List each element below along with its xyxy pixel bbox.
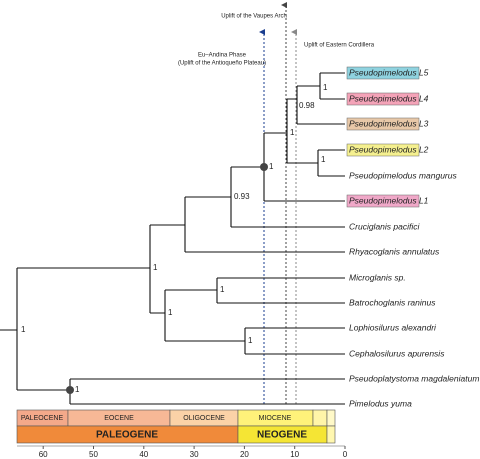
- support-value: 1: [75, 385, 80, 394]
- taxon-label: Pseudopimelodus L4: [349, 93, 429, 103]
- support-value: 1: [248, 336, 253, 345]
- timescale: [16, 409, 345, 447]
- taxon-label: Pseudopimelodus L2: [349, 144, 429, 154]
- node-marker: [66, 386, 74, 394]
- taxon-label: Microglanis sp.: [349, 272, 406, 282]
- tip-highlight: [346, 194, 420, 208]
- annotation: (Uplift of the Antioqueño Plateau): [178, 61, 266, 67]
- support-value: 1: [153, 263, 158, 272]
- support-value: 0.98: [299, 101, 315, 110]
- epoch-box: [326, 409, 336, 427]
- support-value: 1: [21, 325, 26, 334]
- annotation: Uplift of the Vaupes Arch: [221, 14, 287, 20]
- tick-label: 30: [190, 450, 199, 459]
- tip-highlight: [346, 143, 420, 157]
- annotation: Eu–Andina Phase: [198, 53, 247, 59]
- epoch-label: PALEOCENE: [21, 415, 64, 422]
- tip-highlight: [346, 66, 420, 80]
- epoch-label: MIOCENE: [259, 415, 292, 422]
- annotation: Uplift of Eastern Cordillera: [304, 43, 375, 49]
- support-value: 1: [220, 285, 225, 294]
- tick-label: 0: [343, 450, 348, 459]
- taxon-label: Lophiosilurus alexandri: [349, 322, 437, 332]
- epoch-label: OLIGOCENE: [183, 415, 225, 422]
- epoch-label: EOCENE: [104, 415, 134, 422]
- taxon-label: Pimelodus yuma: [349, 398, 412, 408]
- taxon-label: Pseudopimelodus L3: [349, 118, 429, 128]
- tick-label: 60: [39, 450, 48, 459]
- period-label: PALEOGENE: [96, 430, 158, 441]
- tip-highlight: [346, 117, 420, 131]
- taxon-label: Pseudopimelodus L1: [349, 195, 429, 205]
- taxon-label: Pseudoplatystoma magdaleniatum: [349, 373, 479, 383]
- taxon-label: Rhyacoglanis annulatus: [349, 246, 440, 256]
- tick-label: 20: [240, 450, 249, 459]
- tick-label: 10: [290, 450, 299, 459]
- period-label: NEOGENE: [257, 430, 307, 441]
- tick-label: 40: [139, 450, 148, 459]
- taxon-label: Cruciglanis pacifici: [349, 221, 420, 231]
- taxon-label: Cephalosilurus apurensis: [349, 348, 445, 358]
- support-value: 1: [269, 162, 274, 171]
- taxon-label: Pseudopimelodus L5: [349, 67, 429, 77]
- support-value: 1: [290, 128, 295, 137]
- node-marker: [260, 163, 268, 171]
- period-box: [326, 425, 336, 444]
- support-value: 1: [321, 155, 326, 164]
- taxon-label: Batrochoglanis raninus: [349, 297, 436, 307]
- support-value: 1: [323, 83, 328, 92]
- tick-label: 50: [89, 450, 98, 459]
- tip-highlight: [346, 92, 420, 106]
- support-value: 0.93: [234, 192, 250, 201]
- tree-branches: [0, 72, 345, 405]
- support-value: 1: [168, 308, 173, 317]
- taxon-label: Pseudopimelodus mangurus: [349, 170, 457, 180]
- epoch-box: [312, 409, 328, 427]
